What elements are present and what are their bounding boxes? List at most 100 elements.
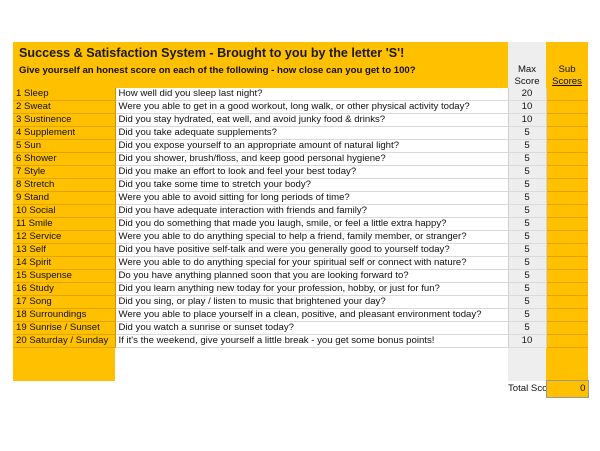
question-text: Did you stay hydrated, eat well, and avo… [115,113,509,127]
category-name: 13 Self [13,243,116,257]
total-score-label: Total Score [508,380,546,398]
sub-score-cell[interactable] [546,217,588,231]
max-score: 5 [508,308,547,322]
max-score: 5 [508,204,547,218]
question-text: Did you shower, brush/floss, and keep go… [115,152,509,166]
question-text: Did you take some time to stretch your b… [115,178,509,192]
sub-score-cell[interactable] [546,178,588,192]
category-name: 1 Sleep [13,88,116,101]
score-table: Success & Satisfaction System - Brought … [13,42,589,398]
table-row: 4 Supplement Did you take adequate supple… [13,126,588,140]
max-score: 5 [508,152,547,166]
table-row: 1 Sleep How well did you sleep last night… [13,88,588,101]
category-name: 7 Style [13,165,116,179]
category-name: 18 Surroundings [13,308,116,322]
category-name: 3 Sustinence [13,113,116,127]
sub-score-cell[interactable] [546,256,588,270]
sub-score-cell[interactable] [546,152,588,166]
question-text: Did you have adequate interaction with f… [115,204,509,218]
question-text: Did you watch a sunrise or sunset today? [115,321,509,335]
max-score: 10 [508,334,547,348]
max-score: 20 [508,88,547,101]
spacer-cell [115,348,508,381]
category-name: 8 Stretch [13,178,116,192]
sub-score-cell[interactable] [546,295,588,309]
spacer-cell [546,347,588,381]
table-row: 10 Social Did you have adequate interacti… [13,204,588,218]
category-name: 14 Spirit [13,256,116,270]
category-name: 17 Song [13,295,116,309]
sub-score-cell[interactable] [546,139,588,153]
max-score: 5 [508,126,547,140]
category-name: 20 Saturday / Sunday [13,334,116,348]
sub-header-1: Sub [546,64,588,76]
total-spacer [13,381,508,398]
max-header-1: Max [508,64,546,76]
question-text: Did you do something that made you laugh… [115,217,509,231]
question-text: Were you able to do anything special to … [115,230,509,244]
sub-score-cell[interactable] [546,243,588,257]
table-row: 12 Service Were you able to do anything s… [13,230,588,244]
spacer-row [13,347,588,381]
table-row: 14 Spirit Were you able to do anything sp… [13,256,588,270]
max-score: 5 [508,256,547,270]
question-text: How well did you sleep last night? [115,88,509,101]
max-score: 5 [508,269,547,283]
sub-score-cell[interactable] [546,100,588,114]
table-row: 17 Song Did you sing, or play / listen to… [13,295,588,309]
instructions: Give yourself an honest score on each of… [13,64,508,88]
max-score: 5 [508,191,547,205]
question-text: Do you have anything planned soon that y… [115,269,509,283]
sub-score-cell[interactable] [546,321,588,335]
max-score: 5 [508,178,547,192]
max-score: 5 [508,321,547,335]
category-name: 10 Social [13,204,116,218]
category-name: 15 Suspense [13,269,116,283]
question-text: Did you make an effort to look and feel … [115,165,509,179]
table-row: 2 Sweat Were you able to get in a good wo… [13,100,588,114]
table-row: 20 Saturday / Sunday If it's the weekend,… [13,334,588,348]
category-name: 6 Shower [13,152,116,166]
max-score: 10 [508,100,547,114]
sub-score-cell[interactable] [546,282,588,296]
table-row: 11 Smile Did you do something that made y… [13,217,588,231]
category-name: 12 Service [13,230,116,244]
max-score: 10 [508,113,547,127]
table-row: 18 Surroundings Were you able to place yo… [13,308,588,322]
category-name: 16 Study [13,282,116,296]
sub-score-cell[interactable] [546,191,588,205]
sub-score-cell[interactable] [546,165,588,179]
table-row: 16 Study Did you learn anything new today… [13,282,588,296]
max-score: 5 [508,217,547,231]
table-row: 19 Sunrise / Sunset Did you watch a sunri… [13,321,588,335]
sub-score-cell[interactable] [546,334,588,348]
max-header-2: Score [508,76,546,88]
sub-score-cell[interactable] [546,308,588,322]
sub-score-cell[interactable] [546,269,588,283]
question-text: Were you able to do anything special for… [115,256,509,270]
score-sheet: Success & Satisfaction System - Brought … [13,42,589,410]
table-row: 5 Sun Did you expose yourself to an appro… [13,139,588,153]
spacer-cell [508,347,546,381]
category-name: 5 Sun [13,139,116,153]
max-score: 5 [508,243,547,257]
question-text: Were you able to avoid sitting for long … [115,191,509,205]
table-row: 8 Stretch Did you take some time to stret… [13,178,588,192]
table-row: 3 Sustinence Did you stay hydrated, eat w… [13,113,588,127]
question-text: If it's the weekend, give yourself a lit… [115,334,509,348]
table-row: 9 Stand Were you able to avoid sitting fo… [13,191,588,205]
sub-score-cell[interactable] [546,204,588,218]
sub-score-cell[interactable] [546,126,588,140]
question-text: Were you able to get in a good workout, … [115,100,509,114]
question-text: Did you sing, or play / listen to music … [115,295,509,309]
question-text: Did you expose yourself to an appropriat… [115,139,509,153]
category-name: 19 Sunrise / Sunset [13,321,116,335]
total-score-value: 0 [545,380,589,398]
sub-score-cell[interactable] [546,113,588,127]
max-score: 5 [508,282,547,296]
sub-score-cell[interactable] [546,88,588,101]
category-name: 9 Stand [13,191,116,205]
category-name: 11 Smile [13,217,116,231]
sub-header-2: Scores [546,76,588,88]
sub-score-cell[interactable] [546,230,588,244]
